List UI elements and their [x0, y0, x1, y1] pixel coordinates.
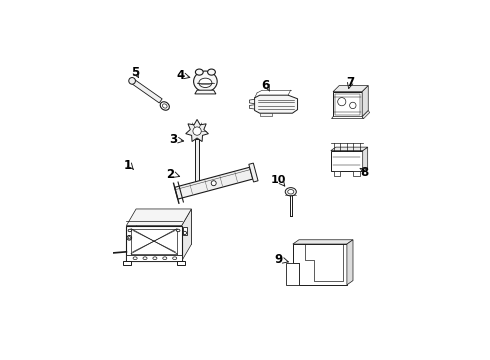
Ellipse shape	[208, 69, 216, 75]
Ellipse shape	[288, 190, 294, 194]
Polygon shape	[332, 117, 364, 119]
Polygon shape	[255, 95, 297, 113]
Text: 4: 4	[176, 69, 185, 82]
Polygon shape	[260, 113, 272, 116]
Circle shape	[350, 102, 356, 109]
Text: 5: 5	[131, 66, 139, 79]
Polygon shape	[249, 163, 258, 182]
Ellipse shape	[196, 69, 203, 75]
Polygon shape	[331, 150, 363, 171]
Ellipse shape	[153, 257, 157, 260]
Circle shape	[338, 98, 346, 106]
Ellipse shape	[285, 188, 296, 196]
Text: 1: 1	[123, 159, 132, 172]
Polygon shape	[362, 86, 368, 117]
Polygon shape	[249, 105, 255, 109]
Ellipse shape	[160, 102, 170, 110]
Polygon shape	[177, 261, 185, 265]
Ellipse shape	[176, 229, 180, 232]
Polygon shape	[132, 80, 162, 103]
Polygon shape	[126, 256, 182, 261]
Text: 3: 3	[169, 133, 177, 146]
Text: 7: 7	[346, 76, 354, 89]
Circle shape	[127, 235, 132, 240]
Polygon shape	[347, 240, 353, 285]
FancyBboxPatch shape	[195, 139, 199, 185]
Polygon shape	[126, 209, 192, 226]
Ellipse shape	[163, 104, 167, 108]
Polygon shape	[182, 209, 192, 261]
Polygon shape	[249, 99, 255, 104]
Polygon shape	[293, 240, 353, 244]
Polygon shape	[186, 120, 208, 141]
Ellipse shape	[172, 257, 177, 260]
Polygon shape	[174, 167, 253, 199]
Circle shape	[183, 231, 187, 235]
Polygon shape	[331, 147, 368, 150]
Ellipse shape	[128, 229, 132, 232]
Polygon shape	[362, 111, 369, 119]
Polygon shape	[286, 264, 299, 285]
Polygon shape	[333, 86, 368, 92]
Polygon shape	[183, 227, 187, 235]
Circle shape	[211, 181, 216, 186]
Text: 9: 9	[275, 253, 283, 266]
Ellipse shape	[133, 257, 137, 260]
Text: 8: 8	[361, 166, 369, 179]
Text: 6: 6	[261, 79, 270, 92]
Polygon shape	[353, 171, 360, 176]
Polygon shape	[136, 209, 192, 244]
Polygon shape	[293, 244, 347, 285]
Ellipse shape	[194, 71, 217, 92]
Ellipse shape	[143, 257, 147, 260]
Circle shape	[101, 252, 104, 255]
Polygon shape	[363, 147, 368, 171]
Text: 2: 2	[166, 167, 174, 180]
Ellipse shape	[199, 78, 212, 87]
Circle shape	[129, 77, 135, 84]
Polygon shape	[334, 171, 341, 176]
Polygon shape	[195, 90, 216, 94]
Polygon shape	[123, 261, 131, 265]
Circle shape	[193, 127, 201, 135]
Ellipse shape	[163, 257, 167, 260]
Polygon shape	[333, 92, 362, 117]
Circle shape	[128, 237, 130, 239]
Text: 10: 10	[271, 175, 287, 185]
Polygon shape	[126, 226, 182, 261]
